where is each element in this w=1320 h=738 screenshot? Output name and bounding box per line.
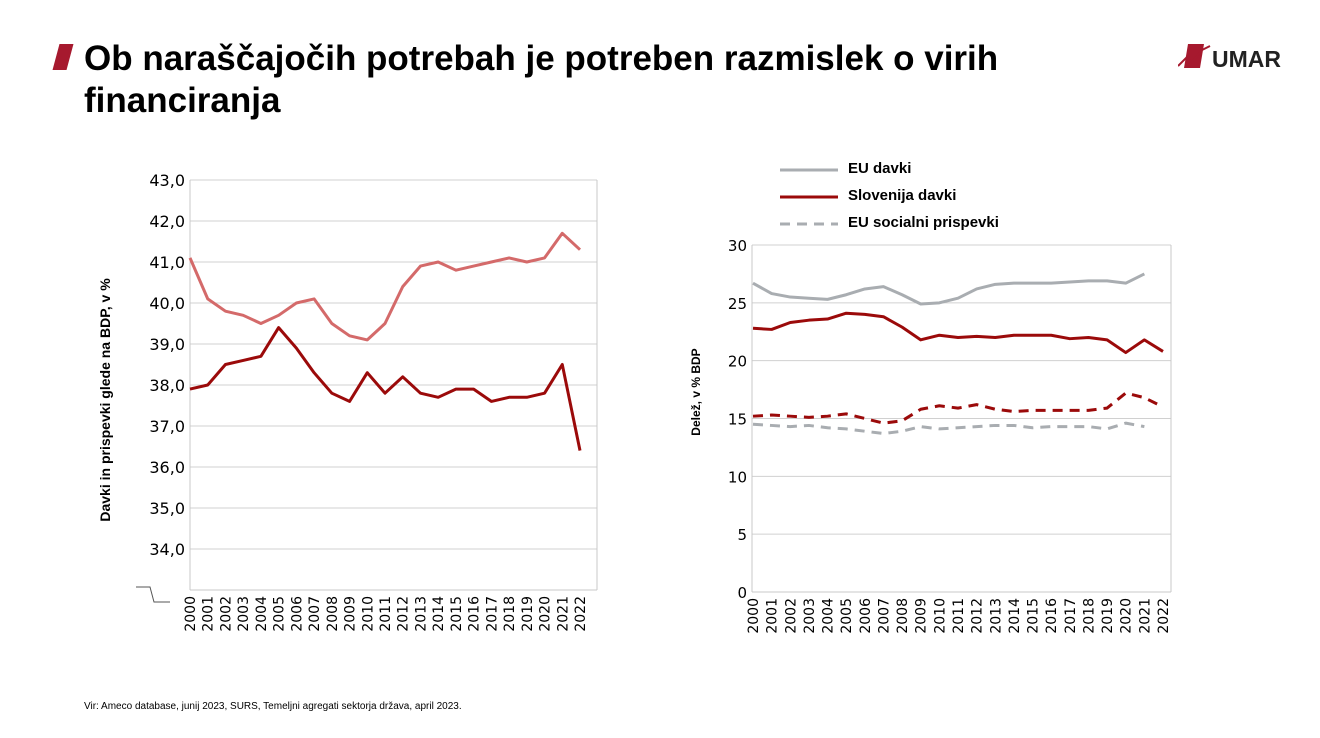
- x-tick-label: 2017: [484, 596, 500, 632]
- series-line-eu-davki: [752, 272, 1146, 306]
- x-tick-label: 2018: [502, 596, 518, 632]
- x-tick-label: 2013: [413, 596, 429, 632]
- y-tick-label: 34,0: [149, 540, 185, 559]
- series-line-series-2: [752, 391, 1164, 425]
- x-tick-label: 2010: [360, 596, 376, 632]
- x-tick-label: 2015: [449, 596, 465, 632]
- logo-text: UMAR: [1212, 46, 1281, 72]
- x-tick-label: 2014: [1007, 598, 1023, 634]
- x-tick-label: 2012: [396, 596, 412, 632]
- x-tick-label: 2021: [1137, 598, 1153, 634]
- x-tick-label: 2004: [254, 596, 270, 632]
- x-tick-label: 2011: [378, 596, 394, 632]
- x-tick-label: 2005: [272, 596, 288, 632]
- y-tick-label: 37,0: [149, 417, 185, 436]
- series-line-series-0: [188, 231, 582, 342]
- y-tick-label: 36,0: [149, 458, 185, 477]
- x-tick-label: 2001: [765, 598, 781, 634]
- y-tick-label: 10: [728, 468, 747, 486]
- x-tick-label: 2001: [201, 596, 217, 632]
- series-line-slovenija-davki: [752, 311, 1164, 355]
- series-line-eu-socialni-prispevki: [752, 421, 1145, 436]
- y-tick-label: 41,0: [149, 253, 185, 272]
- umar-logo: UMAR: [1178, 40, 1288, 74]
- y-tick-label: 43,0: [149, 171, 185, 190]
- x-tick-label: 2016: [467, 596, 483, 632]
- x-tick-label: 2009: [343, 596, 359, 632]
- x-tick-label: 2007: [307, 596, 323, 632]
- x-tick-label: 2017: [1063, 598, 1079, 634]
- x-tick-label: 2019: [520, 596, 536, 632]
- legend-label-slovenija-davki: Slovenija davki: [848, 187, 957, 204]
- axis-break-mark: [136, 586, 170, 603]
- x-tick-label: 2020: [1119, 598, 1135, 634]
- x-tick-label: 2011: [951, 598, 967, 634]
- y-tick-label: 5: [737, 526, 747, 544]
- x-tick-label: 2006: [858, 598, 874, 634]
- x-tick-label: 2005: [839, 598, 855, 634]
- x-tick-label: 2008: [895, 598, 911, 634]
- x-tick-label: 2015: [1026, 598, 1042, 634]
- x-tick-label: 2008: [325, 596, 341, 632]
- x-tick-label: 2003: [802, 598, 818, 634]
- x-tick-label: 2000: [746, 598, 762, 634]
- page-title: Ob naraščajočih potrebah je potreben raz…: [84, 39, 999, 120]
- y-tick-label: 42,0: [149, 212, 185, 231]
- x-tick-label: 2002: [783, 598, 799, 634]
- x-tick-label: 2004: [821, 598, 837, 634]
- y-tick-label: 30: [728, 237, 747, 255]
- y-tick-label: 20: [728, 353, 747, 371]
- x-tick-label: 2013: [988, 598, 1004, 634]
- x-tick-label: 2014: [431, 596, 447, 632]
- x-tick-label: 2009: [914, 598, 930, 634]
- x-tick-label: 2012: [970, 598, 986, 634]
- y-tick-label: 39,0: [149, 335, 185, 354]
- y-tick-label: 15: [728, 411, 747, 429]
- y-axis-title: Davki in prispevki glede na BDP, v %: [97, 278, 113, 522]
- x-tick-label: 2021: [555, 596, 571, 632]
- source-note: Vir: Ameco database, junij 2023, SURS, T…: [84, 701, 462, 712]
- x-tick-label: 2006: [289, 596, 305, 632]
- y-tick-label: 25: [728, 295, 747, 313]
- x-tick-label: 2022: [573, 596, 589, 632]
- legend-label-eu-socialni: EU socialni prispevki: [848, 214, 999, 231]
- y-tick-label: 38,0: [149, 376, 185, 395]
- y-axis-title: Delež, v % BDP: [689, 348, 703, 435]
- y-tick-label: 0: [737, 584, 747, 602]
- logo-mark-icon: [1178, 44, 1211, 68]
- y-tick-label: 35,0: [149, 499, 185, 518]
- x-tick-label: 2018: [1081, 598, 1097, 634]
- x-tick-label: 2002: [218, 596, 234, 632]
- x-tick-label: 2019: [1100, 598, 1116, 634]
- x-tick-label: 2020: [538, 596, 554, 632]
- series-line-series-1: [189, 326, 582, 451]
- x-tick-label: 2010: [932, 598, 948, 634]
- x-tick-label: 2000: [183, 596, 199, 632]
- y-tick-label: 40,0: [149, 294, 185, 313]
- x-tick-label: 2007: [876, 598, 892, 634]
- x-tick-label: 2022: [1156, 598, 1172, 634]
- x-tick-label: 2003: [236, 596, 252, 632]
- legend-label-eu-davki: EU davki: [848, 160, 912, 177]
- x-tick-label: 2016: [1044, 598, 1060, 634]
